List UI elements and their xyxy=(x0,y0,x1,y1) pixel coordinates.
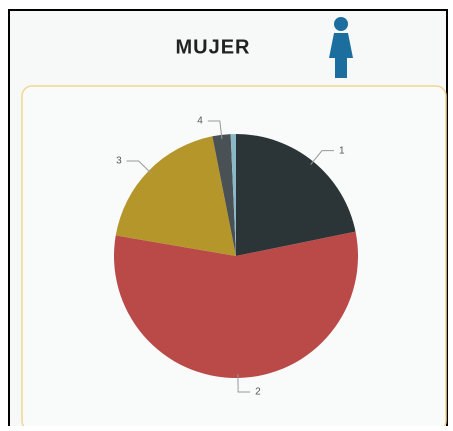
slice-label: 3 xyxy=(116,156,122,167)
slice-label: 4 xyxy=(197,116,203,127)
leader-line xyxy=(126,160,152,174)
pie-slice xyxy=(212,134,236,256)
pie-slice xyxy=(230,134,236,256)
pie-slice xyxy=(236,134,356,256)
slice-label: 2 xyxy=(255,387,261,398)
pie-slice xyxy=(115,136,236,256)
slice-label: 1 xyxy=(339,145,345,156)
leader-line xyxy=(310,150,335,165)
pie-slice xyxy=(113,231,359,378)
leader-line xyxy=(237,373,251,393)
title: MUJER xyxy=(175,36,250,58)
leader-line xyxy=(207,120,223,139)
female-icon xyxy=(329,17,353,78)
